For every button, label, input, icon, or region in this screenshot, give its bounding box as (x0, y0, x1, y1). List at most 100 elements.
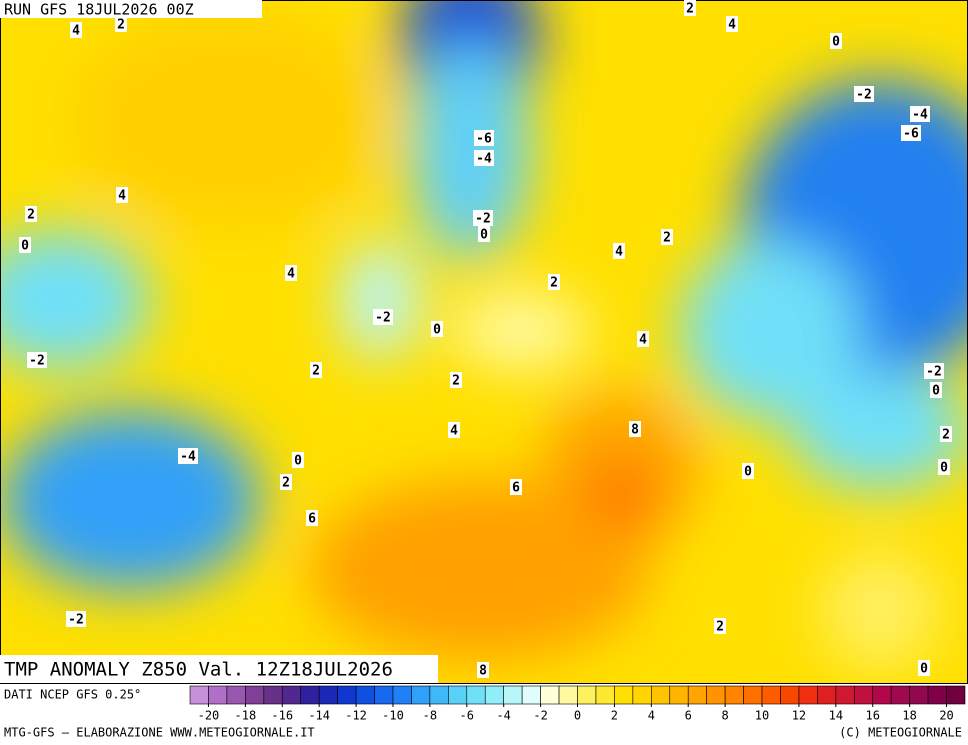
header-box (0, 0, 262, 18)
contour-label-bg (116, 187, 128, 203)
colorbar-swatch (392, 685, 412, 705)
contour-label-bg (742, 463, 754, 479)
colorbar-swatch (226, 685, 246, 705)
colorbar-swatch (503, 685, 523, 705)
contour-label: 0 (294, 454, 302, 469)
colorbar-swatch (558, 685, 578, 705)
colorbar-swatch (484, 685, 504, 705)
colorbar-swatch (429, 685, 449, 705)
contour-label-bg (726, 16, 738, 32)
contour-label: 0 (940, 461, 948, 476)
contour-label: 2 (686, 2, 694, 17)
contour-label-bg (930, 382, 942, 398)
contour-label: -4 (912, 108, 928, 123)
contour-label-bg (373, 309, 393, 325)
colorbar-swatch (466, 685, 486, 705)
contour-label-bg (548, 274, 560, 290)
contour-label: -2 (926, 365, 942, 380)
contour-label: 8 (631, 423, 639, 438)
contour-label: 0 (433, 323, 441, 338)
contour-label: 4 (728, 18, 736, 33)
copyright: (C) METEOGIORNALE (839, 726, 962, 740)
contour-label-bg (661, 229, 673, 245)
contour-label: 4 (287, 267, 295, 282)
colorbar-swatch (614, 685, 634, 705)
contour-label: 4 (72, 24, 80, 39)
colorbar-swatch (817, 685, 837, 705)
colorbar-swatch (706, 685, 726, 705)
colorbar-tick-label: 14 (829, 709, 843, 723)
contour-label-bg (938, 459, 950, 475)
contour-label: 4 (118, 189, 126, 204)
contour-label-bg (510, 479, 522, 495)
title-box (0, 655, 438, 683)
colorbar-swatch (946, 685, 966, 705)
colorbar-tick-label: 6 (685, 709, 692, 723)
contour-label: 0 (480, 228, 488, 243)
map-title: TMP ANOMALY Z850 Val. 12Z18JUL2026 (4, 659, 393, 681)
contour-label-bg (19, 237, 31, 253)
colorbar-tick-label: 2 (611, 709, 618, 723)
colorbar-swatch (761, 685, 781, 705)
contour-label-bg (310, 362, 322, 378)
colorbar-tick-label: -2 (533, 709, 547, 723)
colorbar-swatch (835, 685, 855, 705)
contour-label: 4 (450, 424, 458, 439)
colorbar-swatch (853, 685, 874, 705)
colorbar-swatch (927, 685, 947, 705)
colorbar-swatch (411, 685, 431, 705)
contour-label-bg (924, 363, 944, 379)
colorbar-swatch (540, 685, 560, 705)
contour-label: 0 (832, 35, 840, 50)
colorbar-swatch (577, 685, 597, 705)
contour-label-bg (178, 448, 198, 464)
contour-label-bg (478, 226, 490, 242)
colorbar-swatch (374, 685, 394, 705)
contour-label-bg (27, 352, 47, 368)
colorbar-swatch (669, 685, 689, 705)
contour-label: 6 (512, 481, 520, 496)
contour-label: 0 (21, 239, 29, 254)
colorbar-swatch (281, 685, 302, 705)
colorbar-swatch (743, 685, 763, 705)
contour-label: 2 (27, 208, 35, 223)
contour-label-bg (918, 660, 930, 676)
contour-label: 2 (663, 231, 671, 246)
contour-label: -6 (903, 127, 919, 142)
colorbar-swatch (318, 685, 338, 705)
contour-label-bg (637, 331, 649, 347)
contour-label: 0 (744, 465, 752, 480)
colorbar-swatch (872, 685, 892, 705)
contour-label-bg (285, 265, 297, 281)
contour-label: 4 (639, 333, 647, 348)
colorbar-tick-label: -12 (345, 709, 367, 723)
contour-label: -2 (475, 212, 491, 227)
colorbar-tick-label: 20 (939, 709, 953, 723)
colorbar-tick-label: 10 (755, 709, 769, 723)
contour-label: 2 (452, 374, 460, 389)
colorbar-tick-label: 12 (792, 709, 806, 723)
colorbar-tick-label: 0 (574, 709, 581, 723)
contour-label-bg (25, 206, 37, 222)
contour-label: 6 (308, 512, 316, 527)
source: DATI NCEP GFS 0.25° (4, 688, 141, 702)
colorbar-swatch (189, 685, 209, 705)
contour-label: -6 (476, 132, 492, 147)
run-label: RUN GFS 18JUL2026 00Z (4, 1, 194, 19)
contour-label-bg (854, 86, 874, 102)
contour-label-bg (306, 510, 318, 526)
colorbar-tick-label: 18 (902, 709, 916, 723)
contour-label-bg (450, 372, 462, 388)
colorbar-swatch (300, 685, 320, 705)
colorbar-swatch (448, 685, 468, 705)
contour-label-bg (477, 662, 489, 678)
colorbar-swatch (521, 685, 541, 705)
colorbar-swatch (245, 685, 265, 705)
contour-label-bg (901, 125, 921, 141)
anomaly-field (0, 0, 968, 683)
contour-label: 8 (479, 664, 487, 679)
colorbar-swatch (632, 685, 652, 705)
contour-label-bg (66, 611, 86, 627)
colorbar-swatch (595, 685, 615, 705)
